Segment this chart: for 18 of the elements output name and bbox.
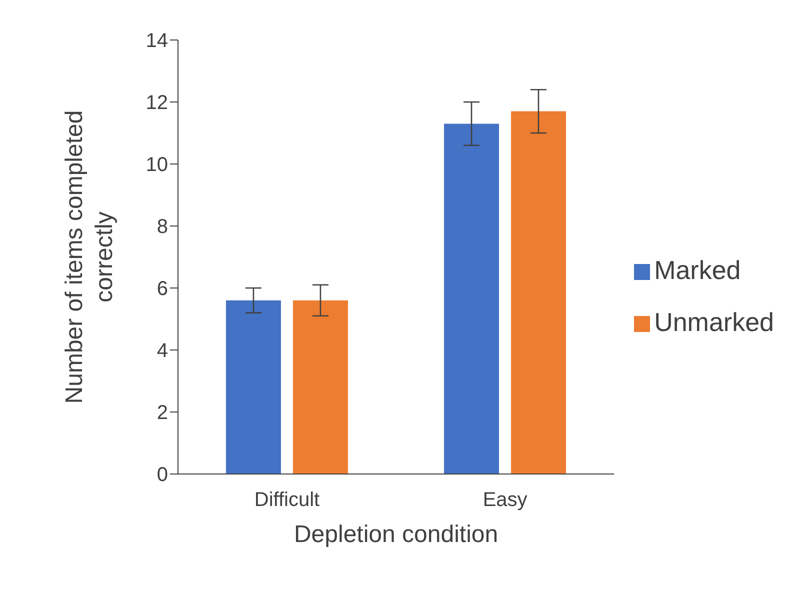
y-tick-label: 6 bbox=[156, 278, 168, 300]
y-tick-label: 8 bbox=[156, 216, 168, 238]
y-tick-label: 2 bbox=[156, 402, 168, 424]
y-tick-label: 4 bbox=[156, 340, 168, 362]
x-axis-title: Depletion condition bbox=[294, 521, 498, 548]
y-tick-label: 14 bbox=[146, 30, 168, 52]
y-axis-title: Number of items completed correctly bbox=[61, 110, 118, 404]
y-tick-label: 12 bbox=[146, 92, 168, 114]
bar bbox=[511, 111, 566, 474]
legend-label: Marked bbox=[654, 255, 741, 285]
legend-label: Unmarked bbox=[654, 307, 774, 337]
bar bbox=[226, 300, 281, 474]
bar bbox=[444, 124, 499, 474]
x-tick-label: Easy bbox=[482, 489, 528, 512]
x-tick-label: Difficult bbox=[254, 489, 320, 512]
bar bbox=[292, 300, 348, 474]
y-tick-label: 0 bbox=[156, 464, 168, 486]
y-tick-label: 10 bbox=[146, 154, 168, 176]
